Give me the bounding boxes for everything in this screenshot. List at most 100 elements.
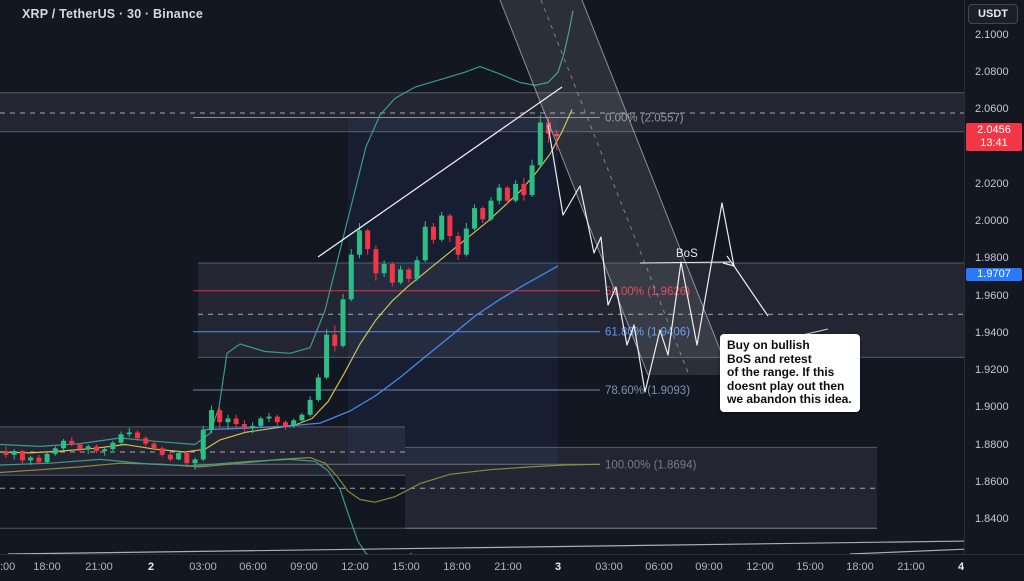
time-axis-day-label: 4	[957, 561, 965, 573]
candle-body	[93, 446, 99, 452]
time-axis-label: 06:00	[239, 561, 267, 573]
candle-body	[299, 414, 305, 421]
candle-body	[356, 230, 362, 255]
candle-body	[85, 446, 91, 450]
time-axis-label: 18:00	[443, 561, 471, 573]
candle-body	[488, 200, 494, 220]
candle-body	[365, 230, 371, 250]
candle-body	[389, 263, 395, 283]
price-axis-label: 1.9800	[975, 252, 1009, 265]
price-axis-label: 1.9200	[975, 364, 1009, 377]
fib-level-label: 78.60% (1.9093)	[605, 385, 690, 397]
price-axis[interactable]: 2.0456 13:41 1.9707 2.1000 2.0800 2.0600 2.…	[964, 0, 1024, 555]
parallel-channel-edge	[499, 0, 649, 376]
time-axis-label: :00	[0, 561, 16, 573]
time-axis-label: 21:00	[494, 561, 522, 573]
candle-body	[209, 410, 214, 430]
price-axis-label: 1.8400	[975, 513, 1009, 525]
trendline	[317, 86, 563, 258]
candle-body	[266, 416, 272, 419]
candle-body	[480, 208, 486, 220]
candle-body	[151, 443, 157, 449]
time-axis-label: 03:00	[189, 561, 217, 573]
price-axis-label: 1.9600	[975, 289, 1009, 302]
price-axis-label: 2.0000	[975, 215, 1009, 228]
candle-body	[340, 299, 346, 346]
candle-body	[315, 377, 321, 400]
candle-body	[258, 418, 264, 426]
candle-body	[44, 453, 50, 463]
bollinger-lower-line	[0, 458, 413, 555]
time-axis-label: 09:00	[290, 561, 318, 573]
candle-body	[135, 432, 141, 439]
time-axis-label: 06:00	[645, 561, 673, 573]
candle-body	[69, 440, 75, 445]
level-price-badge: 1.9707	[966, 268, 1022, 282]
candle-body	[291, 420, 297, 426]
candle-body	[118, 434, 124, 443]
fib-level-label: 50.00% (1.9626)	[605, 286, 690, 298]
candle-body	[529, 165, 535, 196]
price-axis-label: 2.1000	[975, 29, 1009, 41]
candle-body	[554, 133, 560, 137]
candle-body	[324, 334, 330, 378]
candle-body	[373, 249, 379, 274]
candle-body	[11, 451, 17, 455]
candle-body	[61, 440, 67, 449]
candle-body	[159, 448, 165, 455]
candle-body	[52, 448, 58, 454]
candle-body	[36, 457, 42, 463]
candle-body	[307, 399, 313, 415]
level-price-value: 1.9707	[977, 268, 1011, 281]
candle-body	[513, 183, 519, 201]
price-axis-label: 1.9000	[975, 401, 1009, 414]
candle-body	[332, 334, 338, 346]
projection-final-leg	[733, 265, 769, 317]
candle-body	[167, 454, 173, 460]
candle-body	[463, 228, 469, 255]
candle-body	[19, 451, 25, 461]
candle-body	[521, 183, 527, 196]
price-axis-label: 1.9400	[975, 326, 1009, 339]
bar-countdown: 13:41	[980, 137, 1008, 150]
candle-body	[414, 260, 420, 279]
time-axis[interactable]: :00 18:00 21:00 2 03:00 06:00 09:00 12:00 15:00 1…	[0, 554, 1024, 581]
price-axis-label: 1.8800	[975, 438, 1009, 451]
candle-body	[3, 451, 9, 455]
candle-body	[250, 425, 256, 428]
candle-body	[143, 438, 149, 444]
time-axis-label: 15:00	[392, 561, 420, 573]
bos-label: BoS	[676, 248, 698, 260]
candle-body	[430, 226, 436, 240]
price-axis-label: 2.0200	[975, 177, 1009, 190]
time-axis-label: 21:00	[897, 561, 925, 573]
candle-body	[102, 449, 108, 452]
candle-body	[439, 215, 445, 240]
candle-body	[241, 424, 247, 428]
time-axis-label: 12:00	[746, 561, 774, 573]
candle-body	[348, 254, 354, 300]
candle-body	[192, 459, 198, 464]
price-axis-label: 2.0800	[975, 66, 1009, 79]
candle-body	[447, 215, 453, 237]
candle-body	[398, 269, 404, 283]
price-axis-label: 1.8600	[975, 475, 1009, 488]
candle-body	[225, 418, 231, 423]
candle-body	[537, 122, 543, 166]
candle-body	[200, 429, 206, 460]
fib-level-label: 100.00% (1.8694)	[605, 459, 697, 471]
candle-body	[233, 418, 239, 425]
range-box	[0, 92, 965, 132]
candle-body	[472, 208, 478, 229]
trade-idea-note[interactable]: Buy on bullish BoS and retest of the ran…	[720, 334, 860, 412]
symbol-title[interactable]: XRP / TetherUS · 30 · Binance	[22, 7, 204, 21]
long-term-trendline	[849, 548, 965, 555]
time-axis-label: 18:00	[33, 561, 61, 573]
chart-canvas[interactable]: 0.00% (2.0557) 50.00% (1.9626) 61.80% (1.9…	[0, 0, 965, 555]
long-term-trendline	[7, 540, 965, 555]
price-axis-label: 2.0600	[975, 103, 1009, 116]
time-axis-label: 21:00	[85, 561, 113, 573]
currency-toggle-button[interactable]: USDT	[968, 4, 1018, 24]
parallel-channel-midline	[540, 0, 690, 376]
